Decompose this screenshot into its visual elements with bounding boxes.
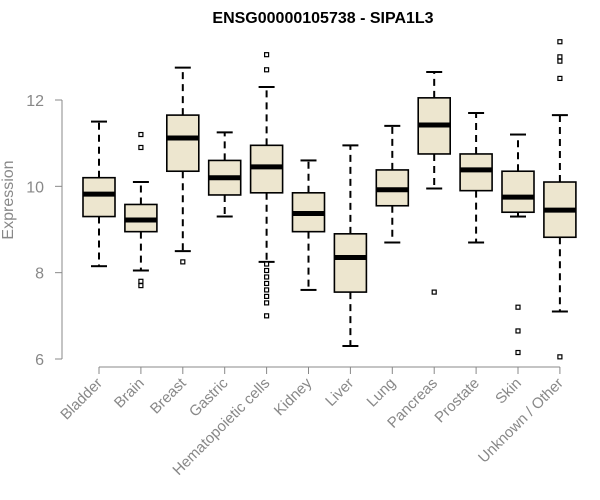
outlier-point <box>557 39 563 45</box>
y-tick-label: 6 <box>35 352 44 369</box>
x-tick-label-skin: Skin <box>492 375 525 408</box>
outlier-point <box>264 267 270 274</box>
box-liver <box>333 144 368 348</box>
outlier-point <box>264 280 270 287</box>
outlier-point <box>180 259 186 265</box>
outlier-point <box>515 328 521 334</box>
x-tick-label-kidney: Kidney <box>271 374 316 419</box>
y-axis: 6 8 10 12 <box>26 93 63 369</box>
outlier-point <box>138 131 144 138</box>
box-prostate <box>459 111 493 244</box>
box-iqr <box>166 114 200 173</box>
boxes-group <box>82 39 577 360</box>
box-bladder <box>82 120 116 268</box>
y-axis-label: Expression <box>0 160 17 239</box>
outlier-point <box>557 354 563 360</box>
outlier-point <box>264 293 270 300</box>
box-iqr <box>82 176 116 218</box>
outlier-point <box>138 283 144 289</box>
box-skin <box>501 133 535 356</box>
x-tick-label-breast: Breast <box>147 374 190 417</box>
x-tick-label-brain: Brain <box>111 375 148 412</box>
box-iqr <box>333 233 368 293</box>
outlier-point <box>515 304 521 310</box>
x-tick-label-lung: Lung <box>364 375 400 411</box>
x-tick-label-prostate: Prostate <box>431 375 483 427</box>
y-tick-label: 8 <box>35 266 44 283</box>
outlier-point <box>264 313 270 319</box>
box-gastric <box>207 131 242 218</box>
y-tick-label: 12 <box>26 93 44 110</box>
box-unknown-other <box>543 39 577 360</box>
outlier-point <box>264 67 270 73</box>
box-iqr <box>501 170 535 214</box>
outlier-point <box>557 58 563 64</box>
outlier-point <box>264 287 270 293</box>
box-breast <box>166 66 200 265</box>
box-lung <box>375 124 410 244</box>
outlier-point <box>138 278 144 284</box>
box-hematopoietic-cells <box>249 52 284 319</box>
x-tick-label-liver: Liver <box>322 375 357 410</box>
outlier-point <box>264 300 270 306</box>
box-pancreas <box>417 70 452 295</box>
chart-title: ENSG00000105738 - SIPA1L3 <box>212 10 433 27</box>
outlier-point <box>557 75 563 82</box>
outlier-point <box>515 349 521 356</box>
x-tick-label-bladder: Bladder <box>57 375 106 424</box>
outlier-point <box>431 289 437 295</box>
box-brain <box>124 131 158 289</box>
y-tick-label: 10 <box>26 179 44 196</box>
box-kidney <box>291 159 326 291</box>
outlier-point <box>138 144 144 151</box>
outlier-point <box>557 54 563 60</box>
outlier-point <box>264 261 270 267</box>
outlier-point <box>264 274 270 280</box>
outlier-point <box>264 52 270 58</box>
